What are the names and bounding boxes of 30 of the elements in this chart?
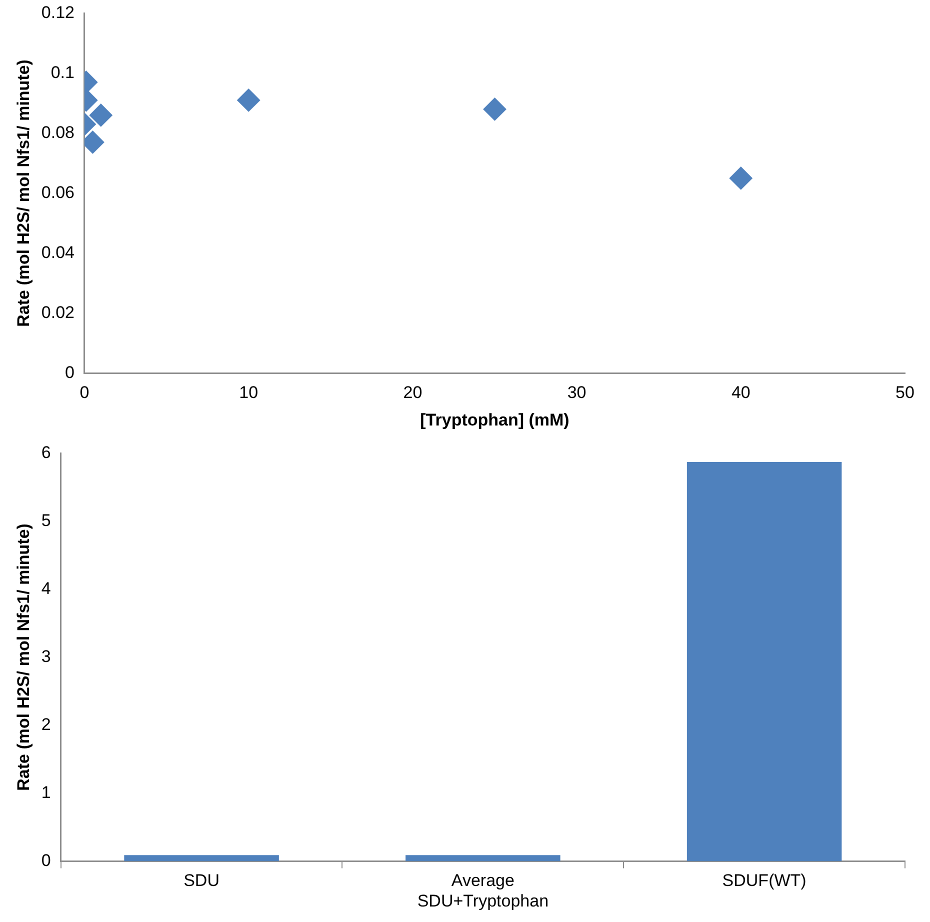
x-tick-label: 0 (80, 383, 90, 402)
x-tick-label: SDU (184, 871, 220, 890)
y-axis-title: Rate (mol H2S/ mol Nfs1/ minute) (14, 524, 33, 791)
y-tick-label: 0.08 (41, 122, 74, 142)
x-tick-label: 20 (403, 383, 422, 402)
point (729, 166, 752, 190)
y-tick-label: 0.02 (41, 302, 74, 322)
y-tick-label: 2 (41, 714, 51, 734)
y-tick-label: 0 (65, 362, 74, 382)
x-tick-label: SDUF(WT) (722, 871, 806, 890)
y-axis-title: Rate (mol H2S/ mol Nfs1/ minute) (14, 60, 33, 327)
point (483, 98, 506, 121)
y-tick-label: 0.12 (41, 2, 74, 22)
y-tick-label: 6 (41, 442, 51, 462)
point (237, 88, 260, 112)
x-tick-label: 40 (731, 383, 750, 402)
y-tick-label: 1 (41, 782, 51, 802)
y-tick-label: 0.04 (41, 242, 74, 262)
x-tick-label: 50 (896, 383, 914, 402)
y-tick-label: 0.1 (50, 62, 74, 82)
x-tick-label: Average SDU+Tryptophan (417, 871, 549, 910)
x-tick-label: 30 (567, 383, 586, 402)
x-tick-label: 10 (239, 383, 258, 402)
y-tick-label: 0.06 (41, 182, 74, 202)
y-tick-label: 3 (41, 646, 51, 666)
y-tick-label: 0 (41, 850, 51, 870)
x-axis-title: [Tryptophan] (mM) (420, 410, 570, 430)
y-tick-label: 4 (41, 578, 51, 598)
point (89, 104, 112, 127)
y-tick-label: 5 (41, 510, 51, 530)
